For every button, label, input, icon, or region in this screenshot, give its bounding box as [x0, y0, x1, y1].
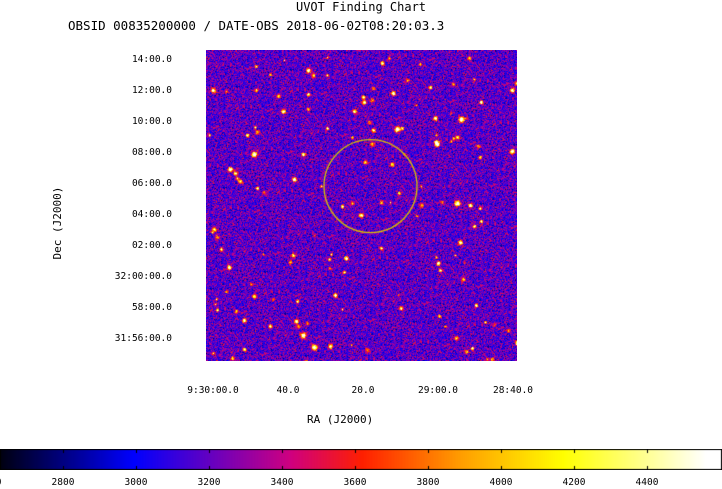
x-tick-label: 28:40.0 [492, 385, 534, 396]
colorbar-tick-label: 3400 [270, 477, 294, 488]
y-tick-label: 14:00.0 [131, 54, 172, 65]
y-tick-label: 02:00.0 [131, 240, 172, 251]
x-tick-label: 40.0 [276, 385, 300, 396]
colorbar-tick-label: 3200 [197, 477, 221, 488]
chart-title: UVOT Finding Chart [295, 0, 427, 14]
colorbar-tick-label: 4000 [489, 477, 513, 488]
colorbar-tick-label: 2600 [0, 477, 20, 488]
colorbar [0, 449, 722, 470]
x-tick-label: 9:30:00.0 [187, 385, 239, 396]
colorbar-tick-label: 3600 [343, 477, 367, 488]
y-tick-label: 31:56:00.0 [114, 333, 172, 344]
colorbar-tick-label: 3000 [124, 477, 148, 488]
y-tick-label: 04:00.0 [131, 209, 172, 220]
x-tick-label: 20.0 [351, 385, 375, 396]
y-tick-label: 58:00.0 [131, 302, 172, 313]
x-axis-label: RA (J2000) [307, 413, 374, 426]
colorbar-tick-label: 4400 [635, 477, 659, 488]
y-tick-label: 06:00.0 [131, 178, 172, 189]
y-axis-label: Dec (J2000) [51, 186, 64, 260]
sky-image-panel [206, 50, 517, 361]
colorbar-tick-label: 3800 [416, 477, 440, 488]
colorbar-tick-label: 2800 [51, 477, 75, 488]
x-tick-label: 29:00.0 [417, 385, 459, 396]
y-tick-label: 32:00:00.0 [114, 271, 172, 282]
y-tick-label: 10:00.0 [131, 116, 172, 127]
chart-subtitle: OBSID 00835200000 / DATE-OBS 2018-06-02T… [68, 18, 445, 33]
y-tick-label: 12:00.0 [131, 85, 172, 96]
colorbar-tick-label: 4200 [562, 477, 586, 488]
y-tick-label: 08:00.0 [131, 147, 172, 158]
